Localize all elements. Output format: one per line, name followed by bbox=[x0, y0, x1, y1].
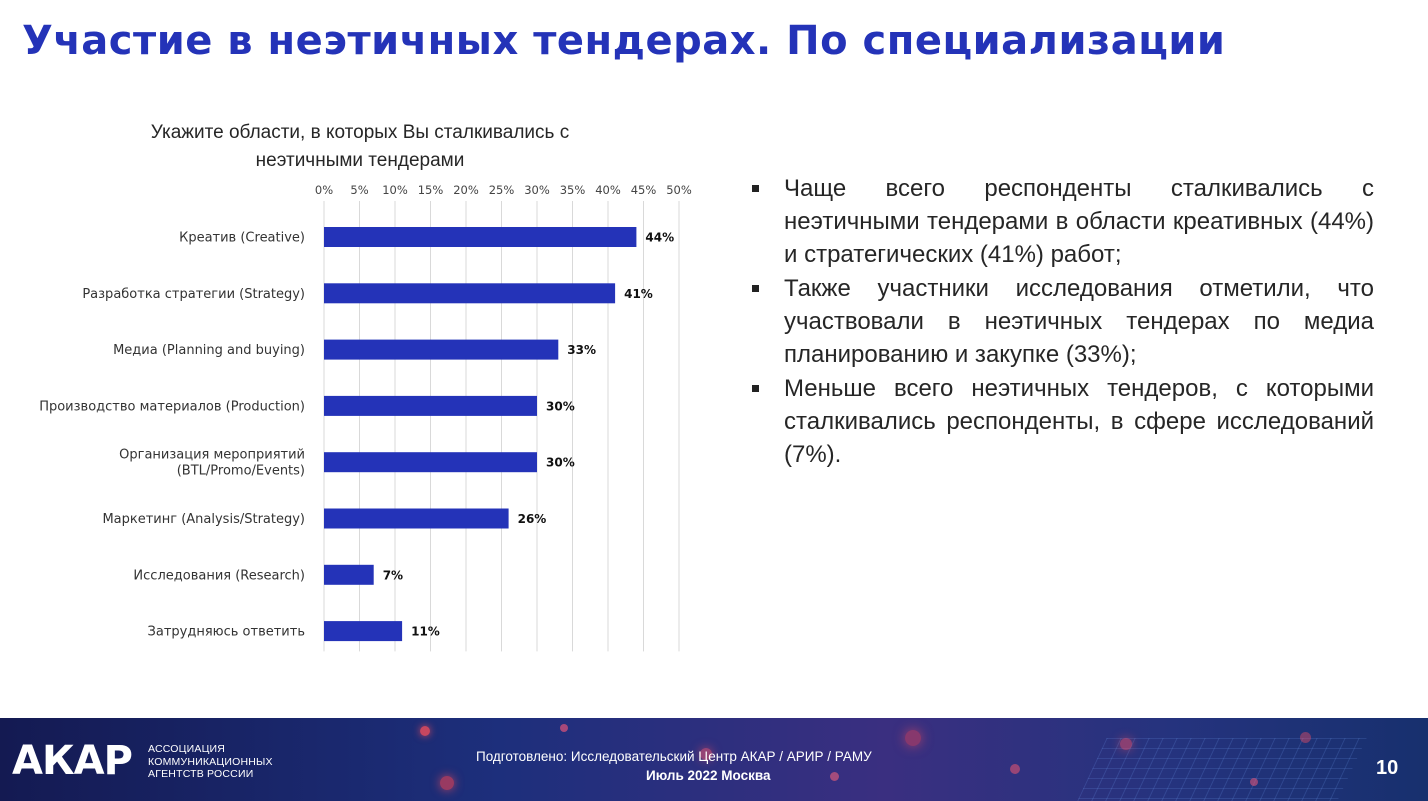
footer-date: Июль 2022 Москва bbox=[646, 768, 771, 783]
x-tick-label: 20% bbox=[453, 183, 479, 197]
category-label: Производство материалов (Production) bbox=[39, 399, 305, 414]
bar bbox=[324, 452, 537, 473]
logo-subtitle: Ассоциация коммуникационных агентств Рос… bbox=[148, 743, 273, 781]
category-label: Маркетинг (Analysis/Strategy) bbox=[102, 512, 305, 527]
finding-text: Чаще всего респонденты сталкивались с не… bbox=[784, 175, 1374, 268]
decorative-grid bbox=[1069, 738, 1367, 801]
akar-logo: АКАР bbox=[12, 738, 133, 784]
bar bbox=[324, 339, 559, 360]
decorative-dot bbox=[830, 772, 839, 781]
page-number: 10 bbox=[1376, 757, 1399, 779]
x-tick-label: 45% bbox=[631, 183, 657, 197]
chart-title: Укажите области, в которых Вы сталкивали… bbox=[150, 122, 570, 171]
category-label: Затрудняюсь ответить bbox=[148, 625, 305, 640]
x-tick-label: 5% bbox=[350, 183, 368, 197]
data-label: 30% bbox=[546, 399, 575, 413]
bullet-square-icon bbox=[752, 385, 759, 392]
decorative-dot bbox=[700, 748, 712, 760]
data-label: 41% bbox=[624, 287, 653, 301]
data-label: 7% bbox=[383, 568, 403, 582]
slide-title: Участие в неэтичных тендерах. По специал… bbox=[22, 18, 1226, 64]
decorative-dot bbox=[560, 724, 568, 732]
bullet-square-icon bbox=[752, 285, 759, 292]
x-tick-label: 15% bbox=[418, 183, 444, 197]
bar-chart: 0% 5% 10% 15% 20% 25% 30% 35% 40% 45% 50% 44% Креати… bbox=[39, 183, 692, 652]
category-label: Креатив (Creative) bbox=[179, 231, 305, 246]
x-tick-label: 25% bbox=[489, 183, 515, 197]
data-label: 26% bbox=[518, 512, 547, 526]
x-tick-label: 40% bbox=[595, 183, 621, 197]
category-label: Медиа (Planning and buying) bbox=[113, 343, 305, 358]
data-label: 11% bbox=[411, 625, 440, 639]
decorative-dot bbox=[905, 730, 921, 746]
decorative-dot bbox=[1010, 764, 1020, 774]
category-label: Разработка стратегии (Strategy) bbox=[82, 287, 305, 302]
bar bbox=[324, 395, 537, 416]
decorative-dot bbox=[1120, 738, 1132, 750]
logo-subtitle-line: Ассоциация bbox=[148, 743, 226, 755]
bar bbox=[324, 621, 403, 642]
finding-text: Меньше всего неэтичных тендеров, с котор… bbox=[784, 375, 1374, 468]
footer-banner: АКАР Ассоциация коммуникационных агентст… bbox=[0, 718, 1428, 801]
bar bbox=[324, 564, 374, 585]
bar bbox=[324, 227, 637, 247]
bullet-square-icon bbox=[752, 185, 759, 192]
x-tick-label: 35% bbox=[560, 183, 586, 197]
logo-subtitle-line: коммуникационных bbox=[148, 755, 273, 768]
decorative-dot bbox=[420, 726, 430, 736]
x-tick-label: 0% bbox=[315, 183, 333, 197]
finding-item: Также участники исследования отметили, ч… bbox=[750, 272, 1374, 371]
decorative-dot bbox=[1250, 778, 1258, 786]
bar bbox=[324, 283, 616, 304]
finding-item: Чаще всего респонденты сталкивались с не… bbox=[750, 172, 1374, 271]
finding-text: Также участники исследования отметили, ч… bbox=[784, 275, 1374, 368]
category-label: Организация мероприятий bbox=[119, 448, 305, 463]
category-label: (BTL/Promo/Events) bbox=[177, 464, 305, 479]
data-label: 33% bbox=[567, 343, 596, 357]
footer-credit: Подготовлено: Исследовательский Центр АК… bbox=[476, 749, 872, 764]
decorative-dot bbox=[440, 776, 454, 790]
logo-subtitle-line: агентств России bbox=[148, 768, 254, 780]
decorative-dot bbox=[1300, 732, 1311, 743]
x-tick-label: 30% bbox=[524, 183, 550, 197]
finding-item: Меньше всего неэтичных тендеров, с котор… bbox=[750, 372, 1374, 471]
x-tick-label: 50% bbox=[666, 183, 692, 197]
data-label: 44% bbox=[645, 231, 674, 245]
bar bbox=[324, 508, 509, 529]
category-label: Исследования (Research) bbox=[133, 568, 305, 583]
x-tick-label: 10% bbox=[382, 183, 408, 197]
data-label: 30% bbox=[546, 456, 575, 470]
findings-list: Чаще всего респонденты сталкивались с не… bbox=[750, 172, 1374, 472]
